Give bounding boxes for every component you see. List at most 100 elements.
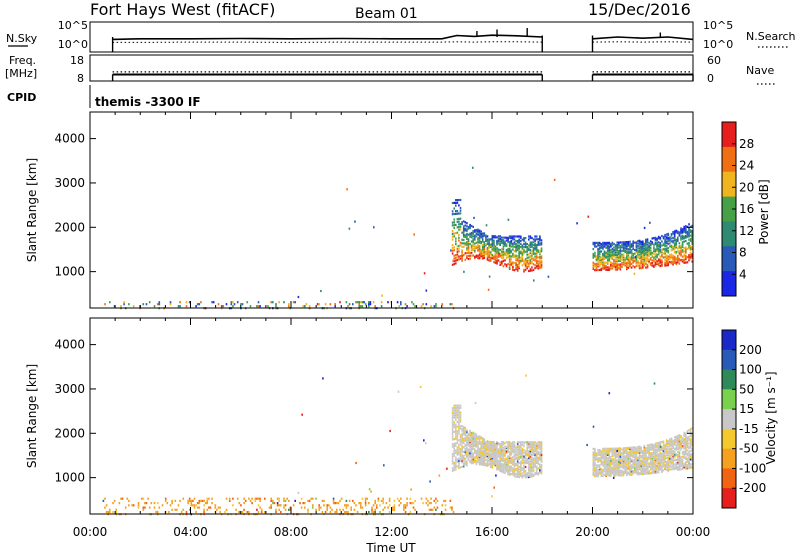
velocity-point-2-1130 <box>691 463 693 466</box>
power-point-1-62 <box>458 239 460 242</box>
power-point-1-627 <box>526 267 528 270</box>
velocity-point-2-615 <box>646 471 649 474</box>
velocity-point-0-242 <box>336 508 338 511</box>
power-point-1-491 <box>510 263 513 267</box>
velocity-point-2-30 <box>594 456 596 459</box>
power-outlier-23 <box>463 270 465 273</box>
velocity-point-2-5 <box>592 465 595 468</box>
velocity-point-0-75 <box>188 497 191 500</box>
velocity-point-2-522 <box>638 465 641 469</box>
velocity-point-1-1036 <box>532 453 535 456</box>
velocity-point-2-171 <box>608 474 611 477</box>
velocity-point-2-834 <box>664 443 666 446</box>
velocity-point-0-206 <box>304 506 306 509</box>
power-point-2-552 <box>654 241 657 245</box>
velocity-point-0-363 <box>435 508 437 511</box>
power-point-2-244 <box>619 250 622 253</box>
power-point-1-548 <box>516 266 519 269</box>
velocity-point-0-154 <box>257 510 260 514</box>
power-point-2-82 <box>602 256 604 259</box>
velocity-point-2-140 <box>605 460 607 463</box>
power-point-2-95 <box>603 263 606 267</box>
power-point-1-102 <box>462 235 465 238</box>
velocity-point-1-477 <box>486 440 489 443</box>
power-point-2-681 <box>670 254 673 258</box>
velocity-point-2-996 <box>678 441 681 444</box>
velocity-point-2-91 <box>600 457 603 460</box>
velocity-point-1-700 <box>505 465 508 468</box>
power-point-2-213 <box>616 248 618 252</box>
velocity-point-1-354 <box>477 435 479 438</box>
velocity-point-2-557 <box>642 471 644 474</box>
velocity-point-2-904 <box>670 441 673 444</box>
velocity-point-2-863 <box>667 453 670 456</box>
velocity-point-1-793 <box>513 472 516 475</box>
velocity-point-1-828 <box>516 474 519 477</box>
velocity-point-0-345 <box>414 499 416 502</box>
velocity-point-2-403 <box>627 451 630 454</box>
velocity-point-1-240 <box>469 448 471 451</box>
power-point-2-447 <box>643 262 646 266</box>
velocity-point-2-825 <box>664 458 666 461</box>
power-point-2-340 <box>630 256 633 259</box>
power-point-1-50 <box>456 226 459 229</box>
power-point-1-26 <box>453 212 455 216</box>
power-point-2-189 <box>614 268 617 271</box>
power-point-1-757 <box>540 255 543 258</box>
power-outlier-25 <box>508 266 511 269</box>
velocity-point-1-401 <box>481 459 484 462</box>
power-point-2-694 <box>672 257 674 260</box>
velocity-point-1-1118 <box>539 441 541 444</box>
power-point-2-134 <box>606 244 609 247</box>
velocity-point-2-318 <box>619 449 622 452</box>
power-point-2-276 <box>624 258 626 261</box>
velocity-point-2-1003 <box>680 465 682 468</box>
velocity-point-0-159 <box>259 497 261 500</box>
power-point-2-837 <box>688 242 690 245</box>
velocity-point-2-402 <box>627 452 630 455</box>
velocity-point-1-989 <box>529 459 532 462</box>
velocity-point-1-822 <box>515 453 517 457</box>
velocity-point-1-712 <box>507 473 509 476</box>
power-point-2-55 <box>598 261 601 264</box>
power-point-2-676 <box>669 238 671 241</box>
power-point-1-464 <box>507 253 509 256</box>
velocity-point-1-196 <box>466 461 468 464</box>
velocity-point-1-1048 <box>534 465 536 468</box>
power-point-0-109 <box>364 303 367 306</box>
velocity-point-2-662 <box>649 448 652 451</box>
velocity-point-2-634 <box>648 466 650 469</box>
velocity-point-2-584 <box>643 457 646 460</box>
velocity-point-2-548 <box>640 461 642 464</box>
power-point-1-414 <box>501 263 503 266</box>
velocity-point-2-1016 <box>680 439 682 442</box>
power-point-1-19 <box>453 246 455 249</box>
power-point-2-544 <box>654 257 657 260</box>
power-point-1-114 <box>464 235 467 239</box>
velocity-outlier-20 <box>474 401 477 405</box>
power-point-2-351 <box>632 260 634 263</box>
velocity-point-0-285 <box>368 502 370 505</box>
velocity-point-1-202 <box>466 450 468 453</box>
velocity-point-2-667 <box>651 468 654 471</box>
power-point-1-391 <box>496 236 498 239</box>
velocity-point-1-535 <box>491 447 494 450</box>
velocity-point-1-694 <box>504 447 506 451</box>
power-point-0-35 <box>211 301 213 304</box>
velocity-point-2-1126 <box>689 431 692 434</box>
power-point-1-106 <box>462 228 465 231</box>
velocity-point-0-306 <box>382 508 384 511</box>
power-point-2-220 <box>618 264 620 267</box>
power-point-2-379 <box>635 245 638 248</box>
velocity-point-0-284 <box>368 510 370 514</box>
velocity-point-1-1027 <box>532 469 535 473</box>
velocity-point-1-737 <box>508 467 511 470</box>
power-point-2-219 <box>618 267 620 270</box>
power-point-2-399 <box>638 255 641 259</box>
velocity-point-2-593 <box>645 472 647 475</box>
velocity-point-2-251 <box>614 464 617 467</box>
power-point-1-11 <box>451 213 454 216</box>
velocity-point-2-497 <box>635 449 638 452</box>
power-point-2-277 <box>624 257 626 260</box>
velocity-point-1-411 <box>481 446 484 449</box>
